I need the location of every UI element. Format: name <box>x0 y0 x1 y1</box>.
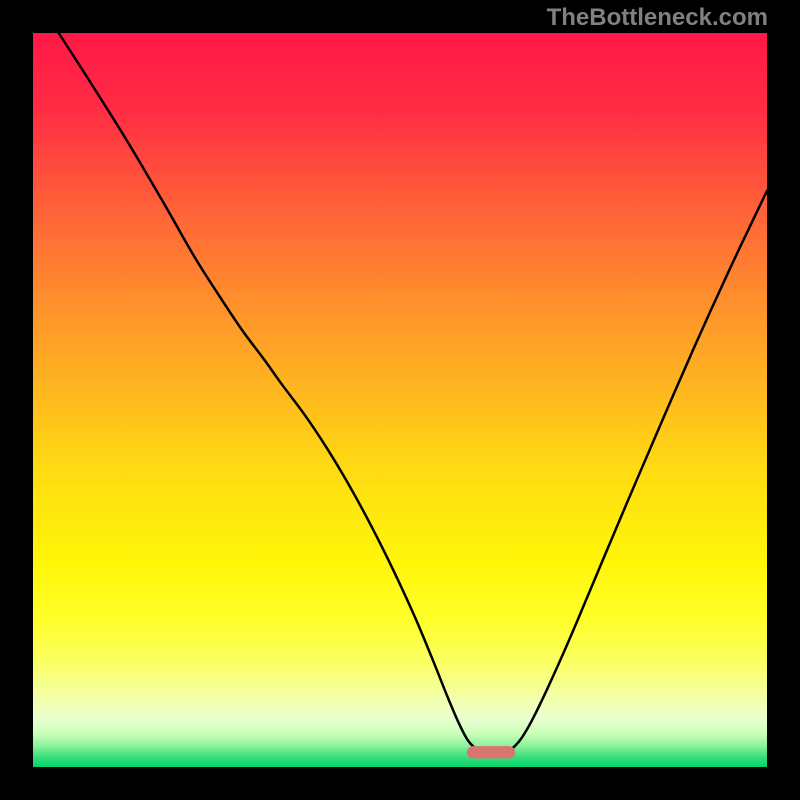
optimal-marker <box>467 746 515 758</box>
chart-frame: TheBottleneck.com <box>0 0 800 800</box>
watermark-text: TheBottleneck.com <box>547 4 768 32</box>
bottleneck-curve-chart <box>33 33 767 767</box>
plot-area <box>33 33 767 767</box>
gradient-background <box>33 33 767 767</box>
